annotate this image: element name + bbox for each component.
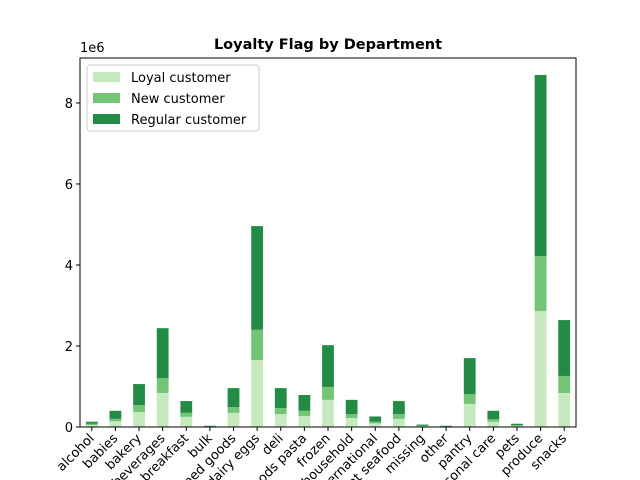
bar-segment	[534, 256, 547, 312]
bar-segment	[274, 407, 287, 415]
bar-segment	[251, 226, 264, 330]
y-tick-label: 6	[65, 178, 73, 193]
bar-segment	[109, 410, 122, 419]
bar-segment	[511, 425, 523, 427]
bar-segment	[322, 345, 334, 387]
bar-segment	[345, 418, 358, 427]
bar-segment	[487, 419, 500, 422]
bar-segment	[133, 384, 145, 406]
bar-segment	[369, 423, 382, 427]
bar-segment	[85, 423, 98, 425]
legend-label: New customer	[131, 92, 225, 107]
bar-segment	[156, 328, 169, 378]
bar-segment	[322, 386, 334, 400]
bar-segment	[392, 401, 405, 415]
bar-segment	[204, 425, 216, 427]
legend-swatch	[93, 114, 120, 124]
bar-segment	[180, 401, 193, 413]
bar-segment	[133, 412, 145, 427]
legend-swatch	[93, 72, 120, 82]
bar-segment	[392, 414, 405, 419]
bar-segment	[558, 375, 571, 393]
bar-segment	[227, 407, 240, 413]
bar-segment	[558, 320, 571, 376]
chart-title: Loyalty Flag by Department	[214, 37, 442, 53]
legend-box	[86, 64, 260, 132]
bar-segment	[369, 416, 382, 422]
bar-segment	[416, 424, 429, 426]
bar-segment	[109, 418, 122, 422]
y-tick-label: 2	[65, 340, 73, 355]
bar-segment	[274, 414, 287, 427]
bar-segment	[251, 360, 264, 427]
bar-segment	[345, 414, 358, 419]
bar-segment	[463, 403, 476, 427]
legend-label: Loyal customer	[131, 71, 231, 86]
bar-segment	[180, 416, 193, 427]
legend-swatch	[93, 93, 120, 103]
legend-label: Regular customer	[131, 113, 247, 128]
bar-segment	[511, 423, 523, 426]
bar-segment	[156, 377, 169, 393]
bar-segment	[109, 421, 122, 427]
y-tick-label: 4	[65, 259, 73, 274]
bar-segment	[156, 392, 169, 427]
bar-segment	[227, 412, 240, 427]
bar-segment	[558, 392, 571, 427]
y-offset-label: 1e6	[80, 41, 105, 56]
bar-segment	[534, 311, 547, 427]
bar-segment	[534, 75, 547, 257]
bar-segment	[345, 399, 358, 415]
bar-segment	[369, 421, 382, 424]
bar-segment	[180, 412, 193, 417]
plot-frame	[79, 57, 577, 428]
y-tick-label: 0	[65, 421, 73, 436]
bar-segment	[322, 399, 334, 427]
y-tick-label: 8	[65, 97, 73, 112]
bar-segment	[274, 388, 287, 408]
bar-segment	[298, 410, 311, 417]
bar-segment	[227, 388, 240, 408]
bar-segment	[463, 358, 476, 395]
bar-segment	[487, 410, 500, 420]
bar-segment	[298, 416, 311, 427]
bar-segment	[463, 394, 476, 404]
bar-segment	[298, 395, 311, 411]
bar-segment	[85, 421, 98, 424]
bar-segment	[133, 405, 145, 413]
bar-segment	[85, 424, 98, 427]
bar-segment	[440, 425, 452, 427]
bar-segment	[487, 421, 500, 427]
bar-segment	[392, 418, 405, 427]
bar-segment	[251, 329, 264, 361]
